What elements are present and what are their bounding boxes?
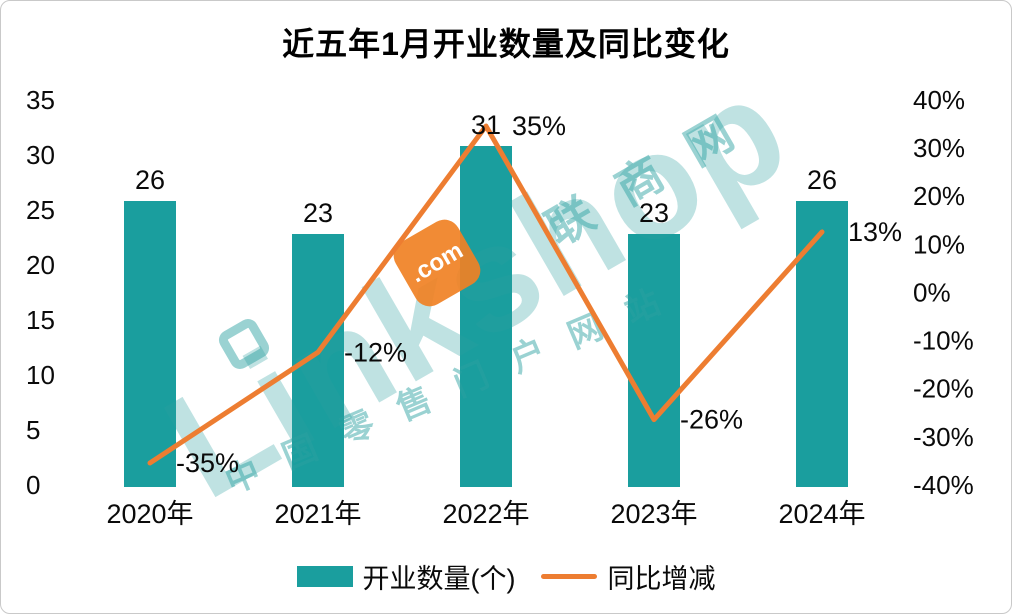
x-axis-category-label: 2022年 bbox=[442, 499, 529, 529]
right-axis-tick: 0% bbox=[913, 277, 951, 307]
line-value-label: -12% bbox=[344, 337, 407, 367]
left-axis-tick: 20 bbox=[26, 250, 55, 280]
bar-value-label: 26 bbox=[807, 165, 837, 195]
legend-bar-swatch bbox=[296, 566, 353, 587]
x-axis-category-label: 2021年 bbox=[274, 499, 361, 529]
legend: 开业数量(个) 同比增减 bbox=[1, 557, 1011, 596]
left-axis-tick: 25 bbox=[26, 195, 55, 225]
legend-line-swatch bbox=[541, 574, 598, 579]
x-axis-category-label: 2024年 bbox=[778, 499, 865, 529]
left-axis-tick: 30 bbox=[26, 140, 55, 170]
bar-value-label: 23 bbox=[639, 198, 669, 228]
right-axis-tick: -10% bbox=[913, 326, 974, 356]
yoy-line bbox=[147, 123, 825, 466]
line-value-label: 35% bbox=[512, 111, 566, 141]
bar-value-label: 23 bbox=[303, 198, 333, 228]
right-axis-tick: 40% bbox=[913, 85, 965, 115]
legend-bar-label: 开业数量(个) bbox=[362, 564, 516, 594]
line-value-label: -35% bbox=[176, 448, 239, 478]
x-axis-category-label: 2020年 bbox=[106, 499, 193, 529]
x-axis-category-label: 2023年 bbox=[610, 499, 697, 529]
right-axis-tick: -20% bbox=[913, 374, 974, 404]
right-axis-tick: 10% bbox=[913, 229, 965, 259]
bar-2022年 bbox=[460, 146, 512, 487]
right-axis-tick: -30% bbox=[913, 422, 974, 452]
left-axis-tick: 15 bbox=[26, 305, 55, 335]
right-axis-tick: 30% bbox=[913, 133, 965, 163]
right-axis-tick: 20% bbox=[913, 181, 965, 211]
left-axis-tick: 10 bbox=[26, 360, 55, 390]
left-axis-tick: 0 bbox=[26, 470, 40, 500]
right-axis-tick: -40% bbox=[913, 470, 974, 500]
bar-value-label: 31 bbox=[471, 110, 501, 140]
bar-2020年 bbox=[124, 201, 176, 487]
bar-2023年 bbox=[628, 234, 680, 487]
left-axis-tick: 5 bbox=[26, 415, 40, 445]
line-value-label: 13% bbox=[848, 217, 902, 247]
left-axis-tick: 35 bbox=[26, 85, 55, 115]
line-value-label: -26% bbox=[680, 405, 743, 435]
chart-title: 近五年1月开业数量及同比变化 bbox=[282, 26, 730, 62]
legend-line-label: 同比增减 bbox=[607, 564, 716, 594]
bar-value-label: 26 bbox=[135, 165, 165, 195]
bar-2021年 bbox=[292, 234, 344, 487]
